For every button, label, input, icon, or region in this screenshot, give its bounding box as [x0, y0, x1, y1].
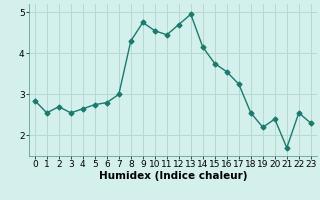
- X-axis label: Humidex (Indice chaleur): Humidex (Indice chaleur): [99, 171, 247, 181]
